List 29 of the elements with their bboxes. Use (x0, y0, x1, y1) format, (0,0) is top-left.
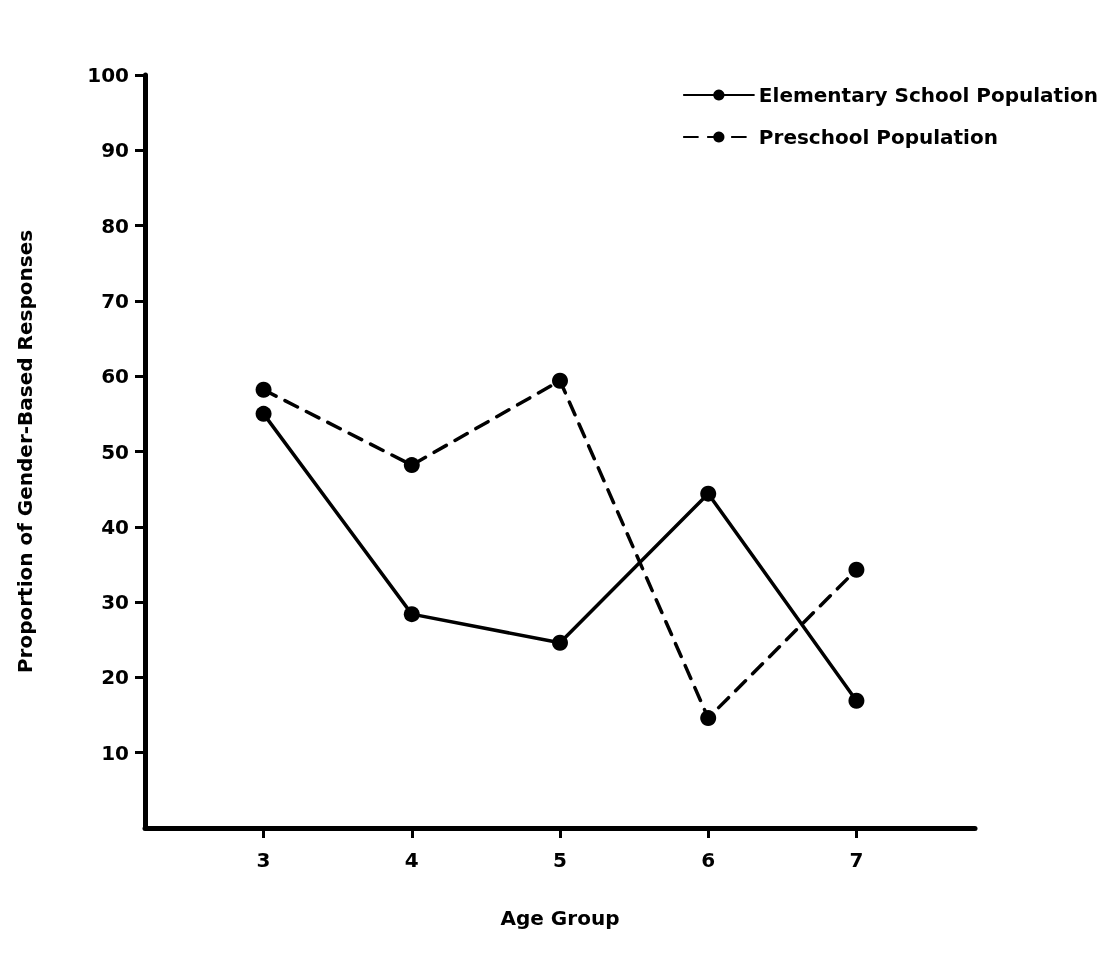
y-tick-label: 40 (101, 514, 129, 539)
y-tick-label: 10 (101, 740, 129, 765)
point (700, 710, 717, 727)
x-tick-label: 4 (404, 848, 419, 872)
y-tick-label: 80 (101, 213, 129, 238)
legend-label: Elementary School Population (758, 83, 1098, 107)
y-tick-label: 20 (101, 665, 129, 690)
point (552, 634, 568, 651)
point (848, 692, 865, 709)
point (700, 485, 717, 502)
y-axis-title: Proportion of Gender-Based Responses (13, 229, 37, 674)
legend-label: Preschool Population (758, 125, 998, 149)
x-axis-title: Age Group (500, 906, 620, 930)
y-tick-label: 60 (101, 364, 129, 389)
point (255, 405, 272, 422)
y-tick-label: 30 (101, 590, 129, 615)
y-tick-label: 90 (101, 138, 129, 163)
point (255, 381, 272, 398)
point (552, 372, 568, 389)
y-tick-label: 50 (101, 439, 129, 464)
y-tick-label: 100 (87, 63, 129, 87)
x-tick-label: 3 (256, 848, 271, 872)
x-tick-label: 5 (553, 848, 567, 872)
y-tick-label: 70 (101, 288, 129, 313)
x-tick-label: 7 (849, 848, 864, 872)
point (403, 606, 420, 623)
x-tick-label: 6 (701, 848, 716, 872)
point (403, 457, 420, 474)
point (848, 561, 865, 578)
